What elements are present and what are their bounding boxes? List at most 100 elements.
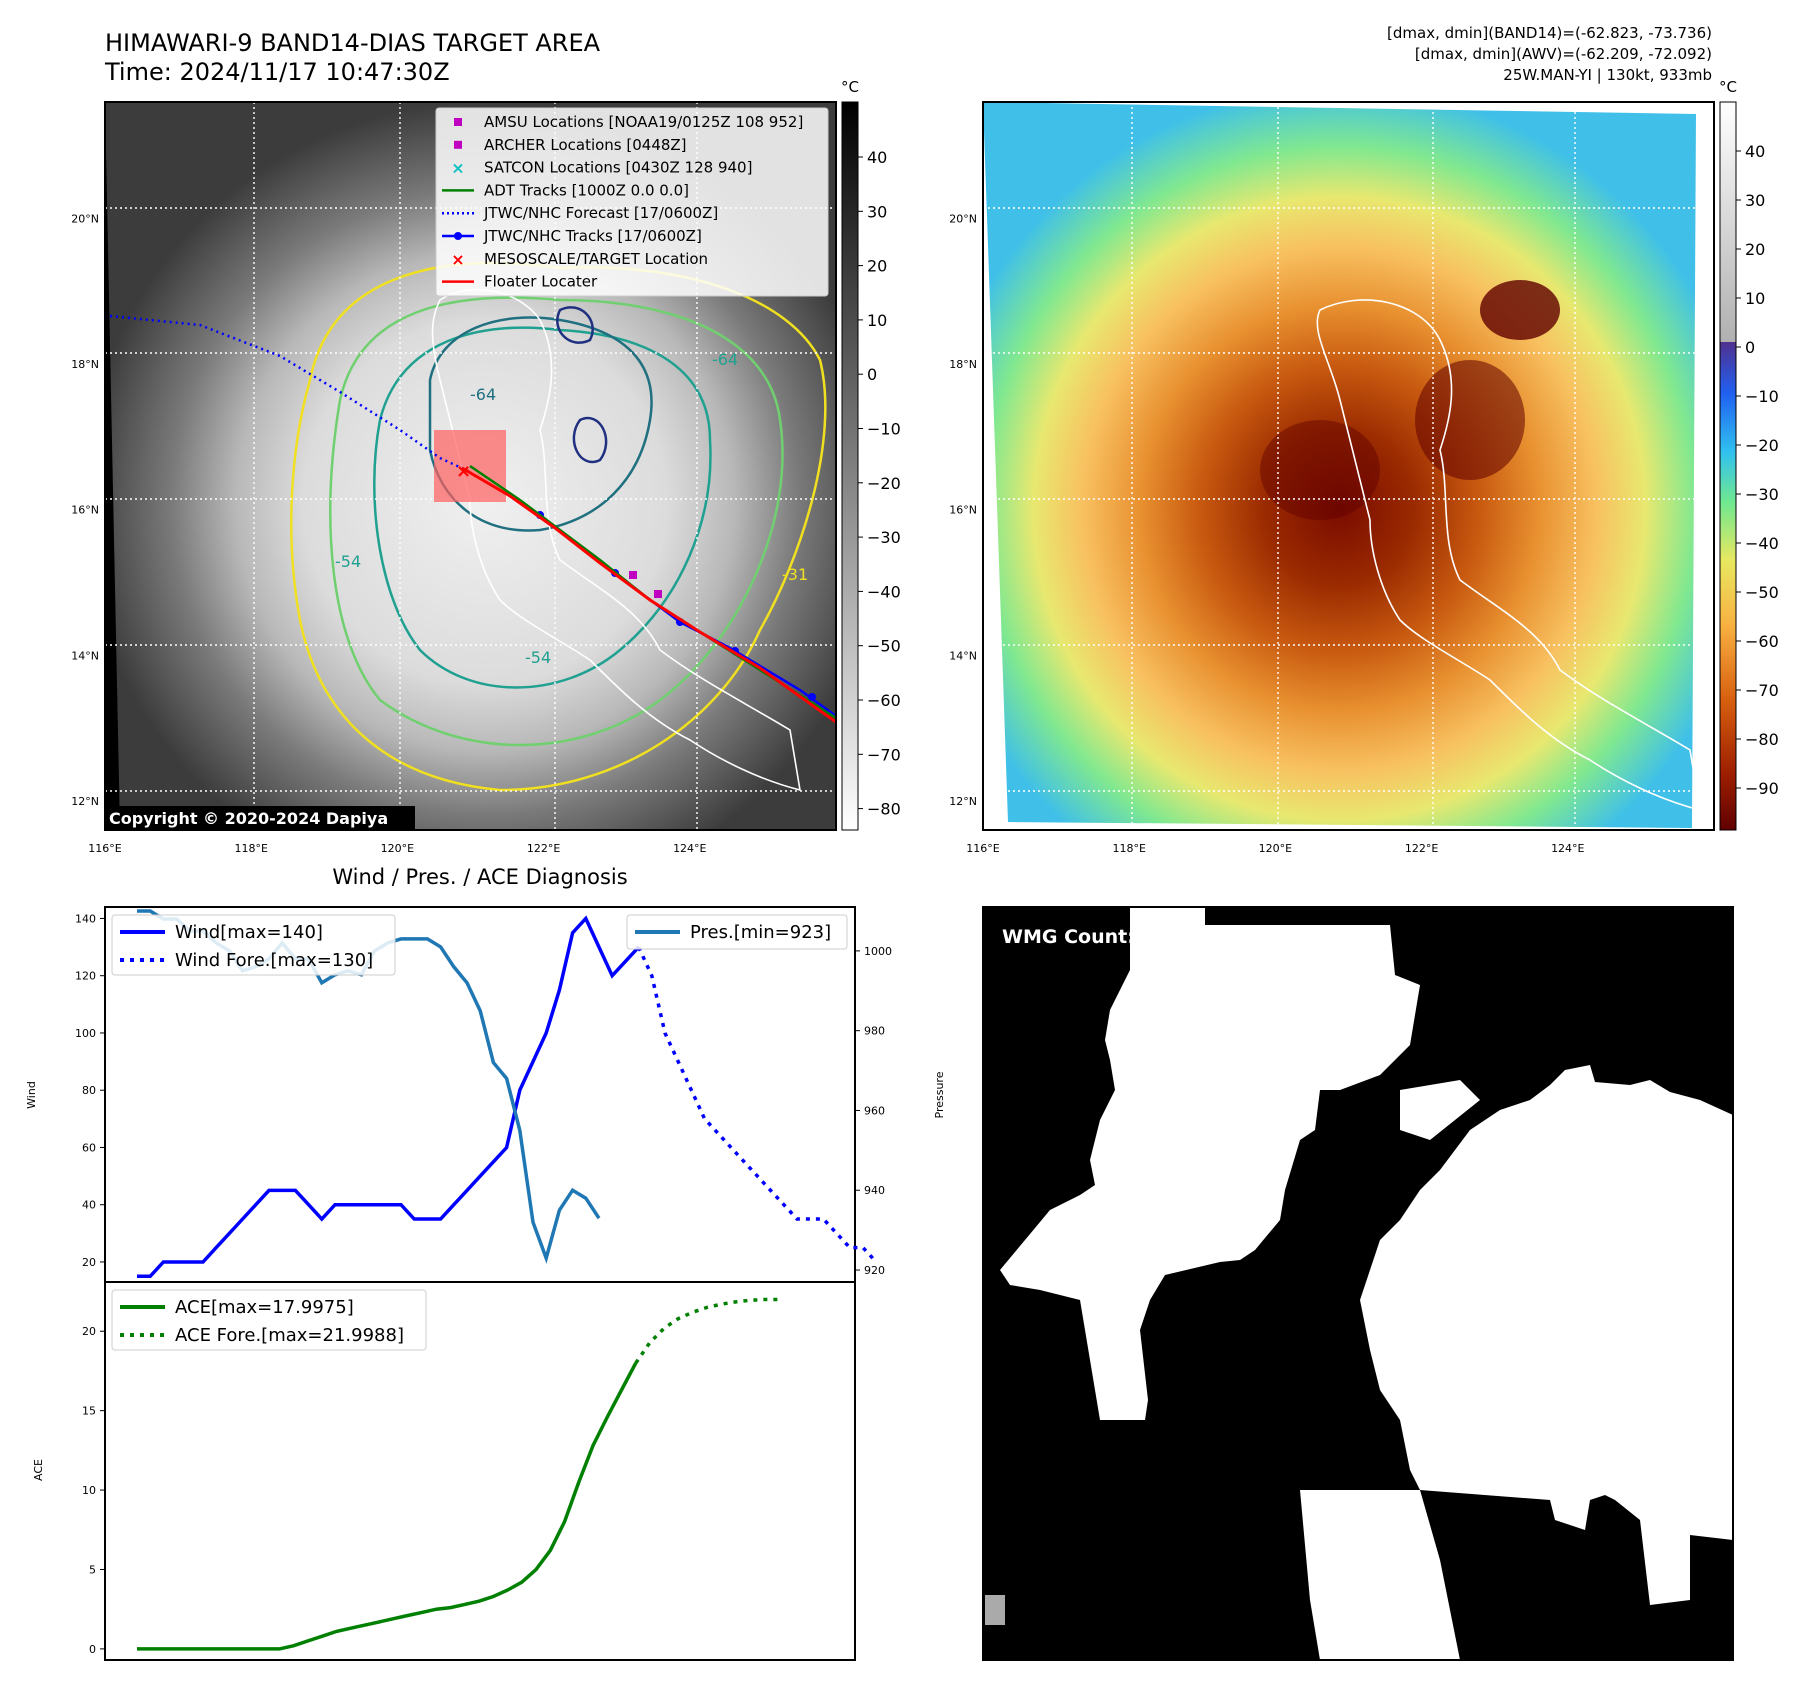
ace-axis-label: ACE	[32, 1459, 45, 1481]
colorbar-tick-label: 0	[867, 365, 877, 384]
colorbar-tick-label: −30	[1745, 485, 1779, 504]
y-tick-label: 15	[82, 1405, 96, 1418]
right-map-panel: 116°E 118°E 120°E 122°E 124°E 20°N 18°N 16°N 14°…	[949, 101, 1715, 855]
colorbar-tick-label: −20	[1745, 436, 1779, 455]
info-line-1: [dmax, dmin](BAND14)=(-62.823, -73.736)	[1387, 24, 1712, 42]
colorbar-tick-label: 10	[1745, 289, 1765, 308]
legend-wind: Wind[max=140]	[175, 922, 323, 943]
legend-marker-dot	[454, 232, 462, 240]
y-tick-label: 0	[89, 1643, 96, 1656]
colorbar-tick-label: −10	[867, 420, 901, 439]
y-tick-label: 80	[82, 1084, 96, 1097]
diagnosis-title: Wind / Pres. / ACE Diagnosis	[332, 865, 627, 889]
amsu-marker	[629, 571, 637, 579]
info-line-3: 25W.MAN-YI | 130kt, 933mb	[1503, 66, 1712, 84]
cold-cloud-core	[1260, 420, 1380, 520]
colorbar-unit: °C	[841, 78, 859, 96]
colorbar-tick-label: −50	[867, 637, 901, 656]
contour-label: -54	[335, 552, 361, 571]
contour-label: -64	[470, 385, 496, 404]
legend-wind-forecast: Wind Fore.[max=130]	[175, 950, 373, 971]
wind-pressure-chart: Wind Pressure 20 40 60 80 100 120 140 920 940 96…	[25, 906, 946, 1283]
colorbar-tick-label: −80	[867, 800, 901, 819]
lon-tick-label: 116°E	[88, 842, 121, 855]
y-tick-label: 140	[75, 912, 96, 925]
wmg-white-region	[1360, 1065, 1733, 1605]
lon-tick-label: 118°E	[234, 842, 267, 855]
colorbar-tick-label: −30	[867, 528, 901, 547]
wmg-count-label: WMG Count: 0	[1002, 926, 1155, 948]
wind-axis-label: Wind	[25, 1081, 38, 1109]
wmg-gray-patch	[985, 1595, 1005, 1625]
colorbar-tick-label: 30	[1745, 191, 1765, 210]
colorbar-tick-label: 40	[1745, 142, 1765, 161]
pressure-axis-label: Pressure	[933, 1071, 946, 1118]
wmg-white-region	[1300, 1490, 1460, 1660]
lat-tick-label: 20°N	[71, 212, 99, 225]
copyright-label: Copyright © 2020-2024 Dapiya	[109, 809, 388, 828]
gray-colorbar: °C 40 30 20 10 0 −10 −20 −30 −40 −50 −60 −70 −80	[841, 78, 901, 831]
wind-legend: Wind[max=140] Wind Fore.[max=130]	[111, 914, 396, 976]
colorbar-tick-label: 0	[1745, 338, 1755, 357]
legend-ace-forecast: ACE Fore.[max=21.9988]	[175, 1325, 404, 1346]
y2-tick-label: 920	[864, 1264, 885, 1277]
legend-ace: ACE[max=17.9975]	[175, 1297, 354, 1318]
y2-tick-label: 960	[864, 1104, 885, 1117]
lat-tick-label: 16°N	[949, 504, 977, 517]
y-tick-label: 5	[89, 1563, 96, 1576]
cold-cloud-core	[1480, 280, 1560, 340]
archer-marker	[654, 590, 662, 598]
colorbar-tick-label: 40	[867, 148, 887, 167]
contour-label: -54	[525, 648, 551, 667]
legend-pressure: Pres.[min=923]	[690, 922, 831, 943]
contour-dark-teal	[428, 316, 653, 532]
legend-marker-x: ×	[451, 250, 464, 269]
lat-tick-label: 12°N	[71, 795, 99, 808]
legend-marker-x: ×	[451, 159, 464, 178]
left-map-panel: -64 -54 -54 -64 -31 × AMSU Locations [NO…	[71, 101, 837, 855]
legend-item-label: ADT Tracks [1000Z 0.0 0.0]	[484, 181, 689, 199]
contour-label: -64	[712, 350, 738, 369]
colorbar-tick-label: 20	[867, 257, 887, 276]
lon-tick-label: 120°E	[1259, 842, 1292, 855]
wmg-white-region	[1000, 907, 1420, 1420]
series-line-0	[137, 1362, 638, 1651]
colorbar-tick-label: −40	[1745, 534, 1779, 553]
legend-item-label: SATCON Locations [0430Z 128 940]	[484, 159, 752, 177]
series-line-1	[637, 946, 878, 1264]
lon-tick-label: 116°E	[966, 842, 999, 855]
ace-legend: ACE[max=17.9975] ACE Fore.[max=21.9988]	[111, 1289, 427, 1351]
y-tick-label: 20	[82, 1256, 96, 1269]
lon-tick-label: 122°E	[527, 842, 560, 855]
colorbar-tick-label: −50	[1745, 583, 1779, 602]
lat-tick-label: 14°N	[949, 649, 977, 662]
lat-tick-label: 18°N	[71, 358, 99, 371]
color-colorbar: °C 40 30 20 10 0 −10 −20 −30 −40 −50 −60 −70 −80 −90	[1719, 78, 1779, 831]
colorbar-tick-label: −40	[867, 582, 901, 601]
lon-tick-label: 120°E	[381, 842, 414, 855]
y-tick-label: 120	[75, 970, 96, 983]
legend-marker-square	[454, 118, 462, 126]
lon-tick-label: 124°E	[1551, 842, 1584, 855]
legend-item-label: AMSU Locations [NOAA19/0125Z 108 952]	[484, 113, 803, 131]
lat-tick-label: 12°N	[949, 795, 977, 808]
colorbar-tick-label: 20	[1745, 240, 1765, 259]
y-tick-label: 100	[75, 1027, 96, 1040]
series-line-0	[137, 915, 640, 1279]
wmg-mask-panel: WMG Count: 0	[982, 906, 1734, 1661]
contour-teal	[373, 326, 712, 689]
series-line-1	[634, 1297, 779, 1364]
legend-marker-square	[454, 140, 462, 149]
contour-lightgreen	[329, 296, 784, 747]
colorbar-tick-label: −70	[1745, 681, 1779, 700]
colorbar-tick-label: −70	[867, 745, 901, 764]
y-tick-label: 10	[82, 1484, 96, 1497]
colorbar-tick-label: −90	[1745, 779, 1779, 798]
legend-item-label: JTWC/NHC Tracks [17/0600Z]	[483, 227, 702, 245]
y2-tick-label: 980	[864, 1025, 885, 1038]
y-tick-label: 40	[82, 1199, 96, 1212]
y-tick-label: 20	[82, 1325, 96, 1338]
jtwc-forecast-track	[109, 314, 469, 473]
colorbar-unit: °C	[1719, 78, 1737, 96]
colorbar-tick-label: −10	[1745, 387, 1779, 406]
